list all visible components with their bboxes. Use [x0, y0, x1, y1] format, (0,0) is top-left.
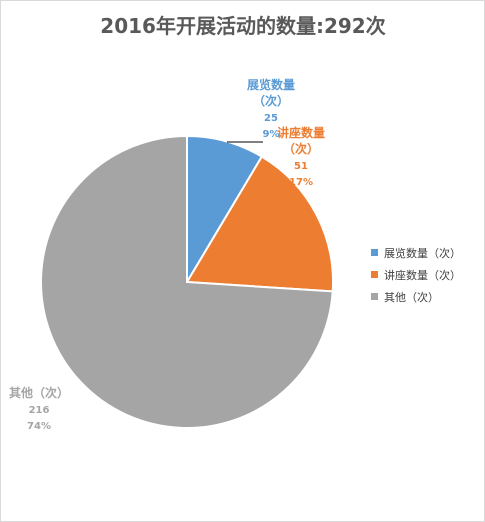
pie-slices: [40, 134, 334, 429]
pie-slice-2: [40, 134, 334, 429]
data-label-2: 其他（次） 216 74%: [9, 385, 69, 432]
data-label-1-line-1: （次）: [283, 141, 319, 156]
legend: 展览数量（次） 讲座数量（次） 其他（次）: [371, 246, 461, 304]
data-label-2-line-2: 74%: [27, 421, 51, 432]
legend-label-2: 其他（次）: [384, 290, 439, 304]
data-label-1-line-3: 17%: [289, 177, 313, 188]
legend-swatch-1: [371, 271, 378, 278]
legend-label-1: 讲座数量（次）: [384, 268, 461, 282]
data-label-1-line-0: 讲座数量: [277, 125, 325, 140]
legend-swatch-0: [371, 249, 378, 256]
data-label-2-line-1: 216: [29, 405, 50, 416]
data-label-1: 讲座数量（次） 51 17%: [277, 125, 325, 188]
data-label-0-line-3: 9%: [263, 129, 280, 140]
data-label-2-line-0: 其他（次）: [9, 385, 69, 400]
pie-slice-1: [185, 155, 334, 293]
data-label-0-line-1: （次）: [253, 93, 289, 108]
data-label-0: 展览数量（次） 25 9%: [247, 77, 295, 140]
data-label-0-line-2: 25: [264, 113, 278, 124]
legend-swatch-2: [371, 293, 378, 300]
legend-label-0: 展览数量（次）: [384, 246, 461, 260]
data-label-0-line-0: 展览数量: [247, 77, 295, 92]
chart-title: 2016年开展活动的数量:292次: [100, 14, 385, 38]
data-label-1-line-2: 51: [294, 161, 308, 172]
